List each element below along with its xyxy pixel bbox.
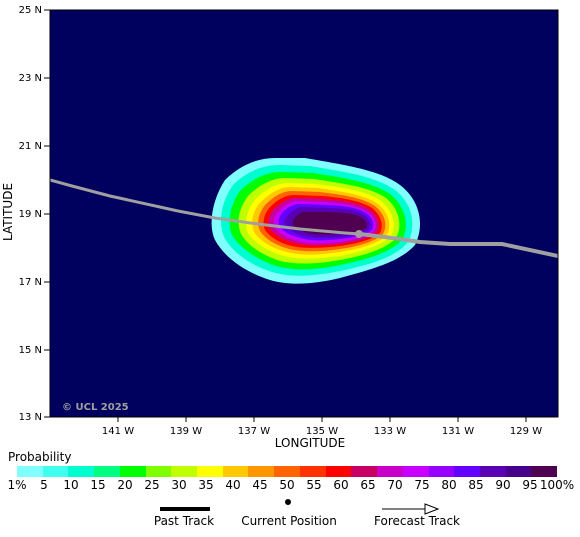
lat-tick-label: 15 N xyxy=(19,345,42,356)
legend-tick-label: 30 xyxy=(171,478,187,492)
legend-swatch xyxy=(325,466,352,477)
lon-tick-label: 139 W xyxy=(170,426,202,437)
lon-tick-label: 131 W xyxy=(442,426,474,437)
lat-tick-label: 19 N xyxy=(19,209,42,220)
lat-tick-label: 25 N xyxy=(19,5,42,16)
legend-swatch xyxy=(94,466,120,477)
lat-tick-label: 13 N xyxy=(19,412,42,423)
legend-swatch xyxy=(505,466,532,477)
legend-swatch xyxy=(248,466,275,477)
probability-swath xyxy=(50,158,558,284)
lon-tick-label: 137 W xyxy=(238,426,270,437)
lon-tick-label: 135 W xyxy=(306,426,338,437)
lat-tick-label: 17 N xyxy=(19,277,42,288)
legend-title: Probability xyxy=(8,450,72,464)
legend-swatch xyxy=(479,466,506,477)
legend-tick-label: 95 xyxy=(522,478,538,492)
legend-swatch xyxy=(428,466,455,477)
legend-tick-label: 75 xyxy=(414,478,430,492)
legend-tick-label: 20 xyxy=(117,478,133,492)
legend-swatch xyxy=(351,466,378,477)
lat-tick-label: 21 N xyxy=(19,141,42,152)
legend-swatch xyxy=(222,466,249,477)
legend-tick-label: 15 xyxy=(90,478,106,492)
probability-map: 25 N 23 N 21 N 19 N 17 N 15 N 13 N 141 W… xyxy=(1,5,559,450)
latitude-ticks: 25 N 23 N 21 N 19 N 17 N 15 N 13 N xyxy=(19,5,50,423)
forecast-track-line xyxy=(359,232,558,258)
lon-tick-label: 133 W xyxy=(374,426,406,437)
legend-tick-label: 40 xyxy=(225,478,241,492)
legend-tick-label: 45 xyxy=(252,478,268,492)
legend-tick-label: 85 xyxy=(468,478,484,492)
legend-tick-label: 1% xyxy=(7,478,27,492)
legend-tick-label: 65 xyxy=(360,478,376,492)
past-track-line xyxy=(50,178,361,236)
legend-tick-label: 70 xyxy=(387,478,403,492)
legend-swatch xyxy=(119,466,146,477)
forecast-track-label: Forecast Track xyxy=(374,514,460,528)
legend-tick-label: 100% xyxy=(539,478,575,492)
legend-swatch xyxy=(402,466,429,477)
current-position-symbol xyxy=(285,499,291,505)
legend-tick-label: 35 xyxy=(198,478,214,492)
legend-swatch xyxy=(299,466,326,477)
legend-tick-label: 80 xyxy=(441,478,457,492)
lon-tick-label: 141 W xyxy=(102,426,134,437)
probability-tick-labels: 1% 5 10 15 20 25 30 35 40 45 50 55 60 65 70 75 80 85 90 95 1… xyxy=(0,478,580,494)
legend-swatch xyxy=(145,466,172,477)
y-axis-title: LATITUDE xyxy=(1,183,15,241)
legend-swatch xyxy=(454,466,480,477)
legend-tick-label: 55 xyxy=(306,478,322,492)
legend-tick-label: 10 xyxy=(63,478,79,492)
past-track-label: Past Track xyxy=(153,514,215,528)
lon-tick-label: 129 W xyxy=(510,426,542,437)
legend-tick-label: 50 xyxy=(279,478,295,492)
lat-tick-label: 23 N xyxy=(19,73,42,84)
legend-swatch xyxy=(197,466,223,477)
legend-swatch xyxy=(531,466,558,477)
forecast-arrow-icon xyxy=(424,503,440,515)
x-axis-title: LONGITUDE xyxy=(275,436,345,450)
legend-swatch xyxy=(171,466,198,477)
legend-swatch xyxy=(68,466,95,477)
legend-swatch xyxy=(17,466,43,477)
legend-swatch xyxy=(42,466,69,477)
current-position-label: Current Position xyxy=(241,514,337,528)
legend-tick-label: 60 xyxy=(333,478,349,492)
current-position-marker xyxy=(355,230,363,238)
probability-color-bar xyxy=(17,466,558,477)
legend-tick-label: 25 xyxy=(144,478,160,492)
legend-tick-label: 90 xyxy=(495,478,511,492)
key-symbols xyxy=(160,499,440,515)
legend-tick-label: 5 xyxy=(40,478,48,492)
legend-swatch xyxy=(377,466,403,477)
longitude-ticks: 141 W 139 W 137 W 135 W 133 W 131 W 129 … xyxy=(102,417,542,437)
legend-swatch xyxy=(274,466,300,477)
watermark: © UCL 2025 xyxy=(62,402,129,413)
